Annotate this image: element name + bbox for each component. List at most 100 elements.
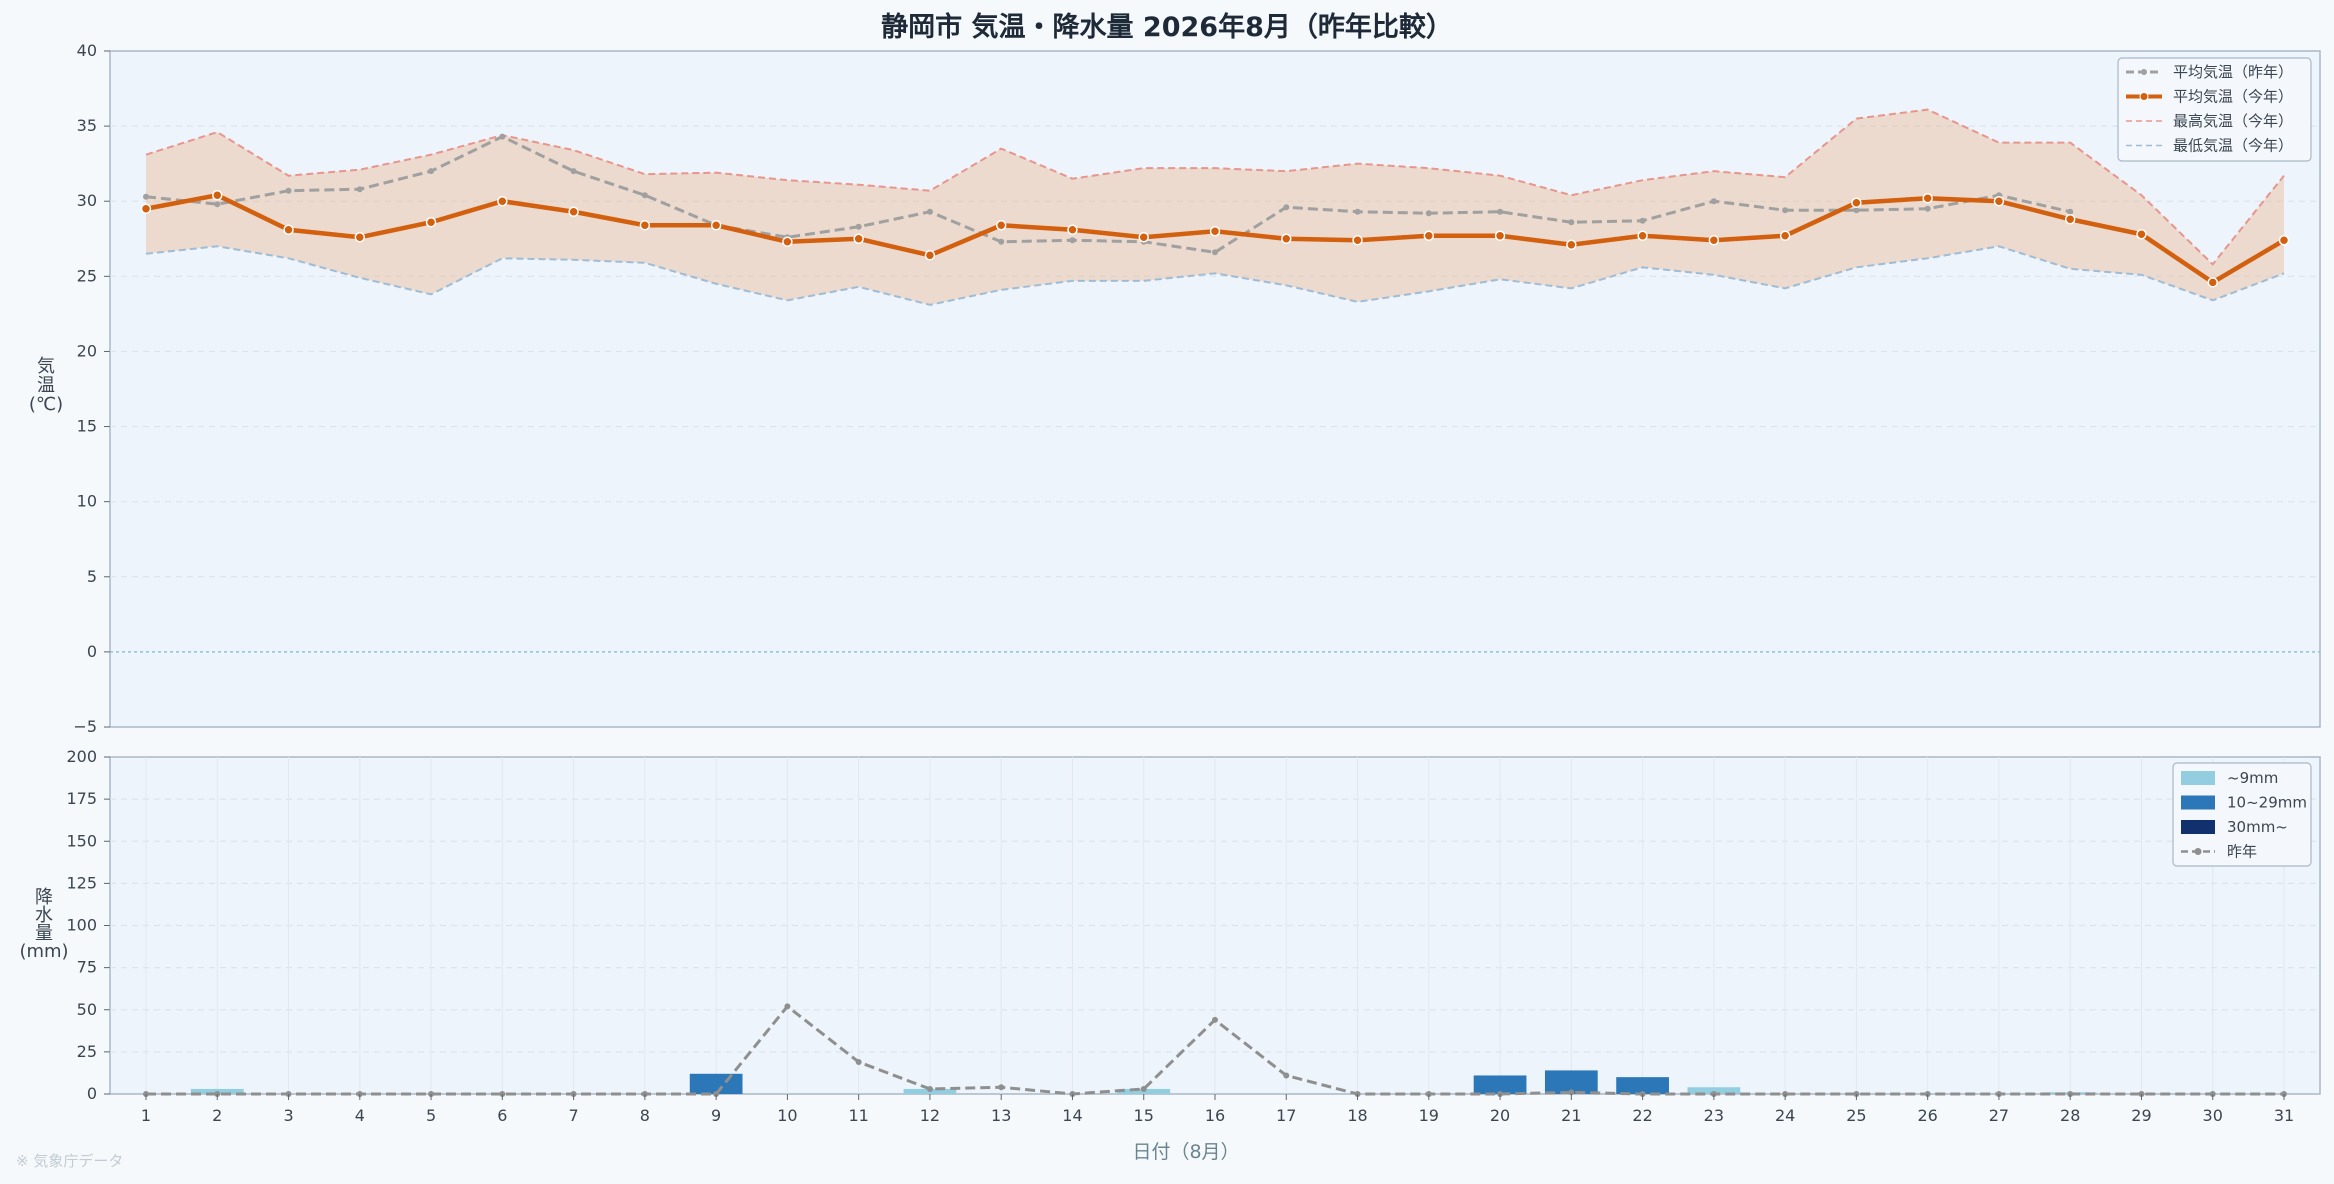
temperature-legend-box	[2117, 57, 2312, 162]
temperature-tick-label: 40	[77, 41, 97, 60]
x-tick-label: 2	[212, 1106, 222, 1125]
precipitation-tick-label: 0	[87, 1084, 97, 1103]
temperature-legend-label: 平均気温（今年）	[2173, 88, 2293, 106]
precipitation-legend-label: 昨年	[2227, 843, 2257, 861]
avg-temp-last-year-point	[1497, 208, 1504, 215]
precipitation-legend-swatch	[2181, 795, 2215, 810]
avg-temp-last-year-point	[143, 193, 149, 200]
avg-temp-this-year-point	[568, 206, 579, 217]
avg-temp-this-year-point	[354, 232, 366, 243]
avg-temp-last-year-point	[1212, 249, 1218, 256]
avg-temp-last-year-point	[499, 133, 506, 140]
avg-temp-last-year-point	[998, 238, 1005, 245]
avg-temp-last-year-point	[2067, 208, 2074, 215]
x-tick-label: 15	[1134, 1106, 1154, 1125]
x-tick-label: 7	[569, 1106, 579, 1125]
avg-temp-this-year-point	[1209, 226, 1221, 237]
precipitation-legend-swatch	[2181, 820, 2215, 834]
temperature-tick-label: 0	[87, 642, 97, 661]
x-tick-label: 8	[640, 1106, 650, 1125]
avg-temp-this-year-point	[2064, 213, 2076, 225]
precipitation-tick-label: 175	[66, 789, 97, 808]
avg-temp-this-year-point	[1922, 192, 1933, 204]
x-tick-label: 26	[1917, 1106, 1937, 1125]
x-tick-label: 12	[920, 1106, 940, 1125]
avg-temp-this-year-point	[1637, 230, 1648, 242]
source-note: ※ 気象庁データ	[16, 1152, 123, 1170]
avg-temp-this-year-point	[1851, 197, 1862, 208]
avg-temp-last-year-point	[1853, 207, 1860, 214]
precipitation-tick-label: 150	[66, 831, 97, 850]
avg-temp-last-year-point	[1782, 207, 1789, 214]
x-tick-label: 22	[1632, 1106, 1652, 1125]
precipitation-last-year-point	[926, 1085, 933, 1092]
precipitation-axis-label-part: 降	[35, 887, 53, 908]
precipitation-axis-label-part: 水	[35, 905, 53, 926]
avg-temp-this-year-point	[2136, 229, 2147, 240]
avg-temp-this-year-point	[2207, 277, 2218, 288]
x-tick-label: 29	[2131, 1106, 2151, 1125]
avg-temp-this-year-point	[1566, 239, 1577, 251]
temperature-tick-label: 35	[77, 116, 97, 135]
precipitation-bar	[689, 1073, 743, 1094]
avg-temp-this-year-point	[1352, 235, 1363, 246]
temperature-tick-label: 20	[77, 341, 97, 360]
temperature-tick-label: −5	[73, 717, 97, 736]
temperature-legend: 平均気温（昨年） 平均気温（今年） 最高気温（今年） 最低気温（今年）	[2117, 57, 2312, 162]
avg-temp-last-year-point	[926, 208, 933, 215]
avg-temp-last-year-point	[1639, 217, 1646, 224]
avg-temp-last-year-point	[1425, 210, 1432, 217]
avg-temp-this-year-point	[1423, 230, 1435, 242]
avg-temp-this-year-point	[995, 220, 1007, 231]
temperature-axis-label-part: (℃)	[29, 394, 63, 415]
precipitation-axis-label-part: (mm)	[19, 941, 68, 962]
precipitation-last-year-point	[998, 1084, 1005, 1091]
x-tick-label: 24	[1775, 1106, 1795, 1125]
precipitation-bar	[1687, 1087, 1741, 1094]
precipitation-last-year-point	[855, 1058, 862, 1065]
avg-temp-last-year-point	[1069, 237, 1076, 244]
avg-temp-this-year-point	[1779, 230, 1791, 242]
x-tick-label: 4	[355, 1106, 365, 1125]
avg-temp-this-year-point	[710, 220, 722, 231]
avg-temp-last-year-point	[285, 187, 292, 194]
min-temp-line	[145, 245, 2285, 306]
avg-temp-this-year-point	[1993, 195, 2005, 207]
precipitation-axis-label-part: 量	[35, 923, 53, 944]
precipitation-legend-marker	[2194, 848, 2202, 855]
avg-temp-last-year-point	[1568, 219, 1575, 226]
avg-temp-this-year-point	[283, 224, 294, 236]
temperature-axis-label: 気温(℃)	[29, 356, 63, 415]
x-tick-label: 23	[1704, 1106, 1724, 1125]
temperature-axis-label-part: 温	[37, 375, 55, 396]
avg-temp-last-year-point	[356, 186, 363, 193]
temperature-tick-label: 30	[77, 191, 97, 210]
temperature-legend-label: 最低気温（今年）	[2173, 137, 2293, 155]
precipitation-tick-label: 200	[66, 747, 97, 766]
avg-temp-this-year-point	[853, 233, 864, 245]
precipitation-legend-label: 30mm~	[2227, 818, 2288, 836]
temperature-tick-label: 15	[77, 417, 97, 436]
avg-temp-this-year-point	[782, 236, 793, 248]
x-tick-label: 5	[426, 1106, 436, 1125]
avg-temp-last-year-point	[428, 168, 435, 175]
precipitation-tick-label: 50	[77, 1000, 97, 1019]
avg-temp-this-year-point	[1708, 235, 1720, 246]
x-tick-label: 11	[848, 1106, 868, 1125]
x-tick-label: 17	[1276, 1106, 1296, 1125]
x-tick-label: 25	[1846, 1106, 1866, 1125]
temperature-range-band	[146, 109, 2284, 305]
avg-temp-this-year-point	[1067, 224, 1078, 236]
x-tick-label: 27	[1989, 1106, 2009, 1125]
precipitation-tick-label: 25	[77, 1042, 97, 1061]
temperature-axis-label-part: 気	[37, 356, 55, 377]
x-tick-label: 20	[1490, 1106, 1510, 1125]
x-tick-label: 19	[1419, 1106, 1439, 1125]
avg-temp-this-year-point	[639, 220, 651, 231]
avg-temp-this-year-point	[924, 250, 936, 261]
precipitation-bar	[1616, 1077, 1669, 1094]
temperature-legend-marker	[2139, 92, 2149, 101]
precipitation-tick-label: 125	[66, 873, 97, 892]
x-tick-label: 13	[991, 1106, 1011, 1125]
